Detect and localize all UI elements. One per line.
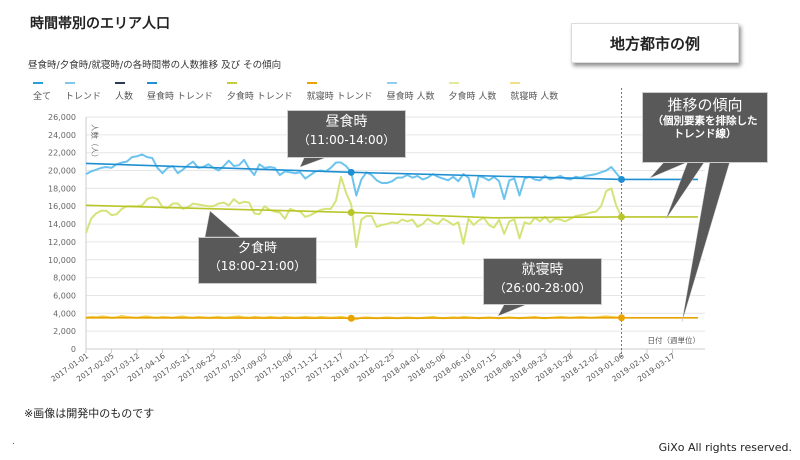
y-tick-label: 0 — [71, 345, 76, 354]
trend-marker — [347, 168, 355, 176]
y-axis: 0 2,000 4,000 6,000 8,000 10,000 12,000 14,000 1… — [48, 113, 100, 354]
callout-pointer-trend-dinner — [665, 160, 706, 220]
legend-swatch — [226, 82, 237, 84]
callout-bedtime: 就寝時 （26:00-28:00） — [483, 258, 602, 305]
legend-label: 就寝時 トレンド — [306, 92, 373, 102]
callout-trend: 推移の傾向 （個別要素を排除した トレンド線） — [642, 92, 768, 163]
legend-swatch — [115, 82, 126, 84]
series-line — [85, 153, 623, 201]
legend-swatch — [386, 82, 397, 84]
x-axis-label: 日付（週単位） — [648, 335, 701, 345]
x-axis: 2017-01-012017-02-052017-03-122017-04-16… — [49, 335, 700, 384]
callout-lunch: 昼食時 （11:00-14:00） — [287, 110, 406, 158]
legend-item[interactable]: 就寝時 トレンド — [306, 82, 373, 102]
legend-swatch — [147, 82, 158, 84]
callout-dinner-title: 夕食時 — [237, 241, 277, 256]
callout-pointers — [204, 155, 731, 323]
legend-swatch — [306, 82, 317, 84]
y-tick-label: 22,000 — [48, 149, 76, 158]
callout-bedtime-time: （26:00-28:00） — [493, 280, 592, 295]
trend-line — [85, 162, 698, 181]
legend-item[interactable]: 就寝時 人数 — [510, 82, 558, 102]
page-title: 時間帯別のエリア人口 — [30, 16, 170, 32]
legend-item[interactable]: 昼食時 トレンド — [147, 82, 213, 102]
trend-marker — [347, 314, 355, 322]
trend-marker — [618, 175, 625, 183]
callout-trend-title: 推移の傾向 — [667, 96, 743, 114]
y-tick-label: 6,000 — [53, 291, 76, 300]
trend-marker — [618, 314, 625, 322]
y-tick-label: 26,000 — [48, 113, 76, 122]
callout-trend-line2: トレンド線） — [673, 127, 737, 140]
legend-swatch — [510, 82, 521, 84]
y-tick-label: 20,000 — [48, 167, 76, 176]
callout-bedtime-title: 就寝時 — [521, 262, 564, 278]
trend-line — [85, 204, 698, 219]
y-tick-label: 24,000 — [48, 131, 76, 140]
series-group — [85, 88, 698, 357]
legend-item[interactable]: 昼食時 人数 — [386, 82, 435, 102]
legend-item[interactable]: トレンド — [65, 82, 101, 102]
chart-legend: 全て トレンド 人数 昼食時 トレンド 夕食時 トレンド 就寝時 トレンド 昼食時 人数 夕食… — [33, 82, 572, 102]
development-note: ※画像は開発中のものです — [24, 407, 155, 420]
legend-item[interactable]: 人数 — [115, 82, 133, 102]
legend-item[interactable]: 全て — [33, 82, 51, 102]
y-tick-label: 18,000 — [48, 184, 76, 193]
legend-label: 人数 — [115, 92, 134, 102]
callout-lunch-time: （11:00-14:00） — [297, 132, 396, 147]
legend-swatch — [33, 82, 43, 84]
callout-trend-line1: （個別要素を排除した — [652, 114, 758, 127]
legend-swatch — [448, 82, 459, 84]
trend-marker — [618, 213, 625, 221]
legend-label: トレンド — [65, 92, 102, 102]
legend-label: 夕食時 トレンド — [226, 92, 293, 102]
legend-item[interactable]: 夕食時 トレンド — [226, 82, 293, 102]
footer-mark: . — [12, 437, 15, 447]
y-tick-label: 10,000 — [48, 256, 76, 265]
callout-lunch-title: 昼食時 — [325, 114, 368, 130]
y-tick-label: 4,000 — [53, 309, 76, 318]
trend-marker — [347, 208, 355, 216]
legend-item[interactable]: 夕食時 人数 — [448, 82, 497, 102]
chart-subtitle: 昼食時/夕食時/就寝時/の各時間帯の人数推移 及び その傾向 — [28, 60, 282, 71]
example-label-box: 地方都市の例 — [571, 23, 739, 63]
legend-label: 全て — [33, 92, 52, 102]
legend-label: 昼食時 トレンド — [147, 92, 213, 102]
legend-label: 就寝時 人数 — [510, 92, 559, 102]
y-tick-label: 12,000 — [48, 238, 76, 247]
legend-label: 夕食時 人数 — [448, 92, 497, 102]
legend-swatch — [65, 82, 76, 84]
y-axis-label: 人数（人） — [90, 124, 100, 162]
series-line — [85, 175, 623, 249]
callout-dinner: 夕食時 （18:00-21:00） — [198, 237, 317, 284]
y-tick-label: 16,000 — [48, 202, 76, 211]
y-tick-label: 2,000 — [53, 327, 76, 336]
copyright: GiXo All rights reserved. — [658, 441, 792, 454]
callout-dinner-time: （18:00-21:00） — [208, 258, 307, 273]
y-tick-label: 8,000 — [53, 274, 76, 283]
y-tick-label: 14,000 — [48, 220, 76, 229]
legend-label: 昼食時 人数 — [386, 92, 435, 102]
